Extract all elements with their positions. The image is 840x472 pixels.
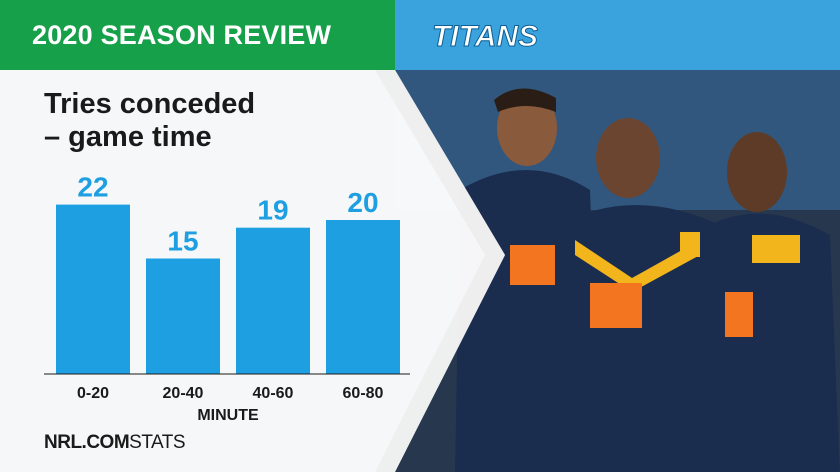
chart-title-line-1: Tries conceded [44,88,256,120]
bar-0-20 [56,204,130,374]
bar-60-80 [326,220,400,374]
svg-text:TITANS: TITANS [432,20,538,53]
player-center [560,118,730,472]
x-axis-label: MINUTE [197,407,259,424]
bars-group: 22 0-20 15 20-40 19 40-60 20 60-80 [56,172,400,402]
value-label-40-60: 19 [257,195,288,226]
titans-logo: TITANS [431,20,538,54]
category-label-40-60: 40-60 [253,385,294,402]
header-brand-banner [395,0,840,70]
player-right [700,132,840,472]
category-label-0-20: 0-20 [77,385,109,402]
chart-title: Tries conceded – game time [44,88,255,154]
value-label-60-80: 20 [347,187,378,218]
header-title: 2020 SEASON REVIEW [32,19,332,50]
value-label-20-40: 15 [167,226,198,257]
bar-20-40 [146,258,220,374]
bar-40-60 [236,227,310,374]
header-banner: 2020 SEASON REVIEW [0,0,395,70]
chart-title-line-2: – game time [44,121,212,153]
category-label-20-40: 20-40 [163,385,204,402]
source-credit: NRL.COMSTATS [44,432,186,454]
category-label-60-80: 60-80 [343,385,384,402]
source-label: STATS [129,432,186,453]
source-brand: NRL.COM [44,432,130,453]
value-label-0-20: 22 [77,172,108,203]
